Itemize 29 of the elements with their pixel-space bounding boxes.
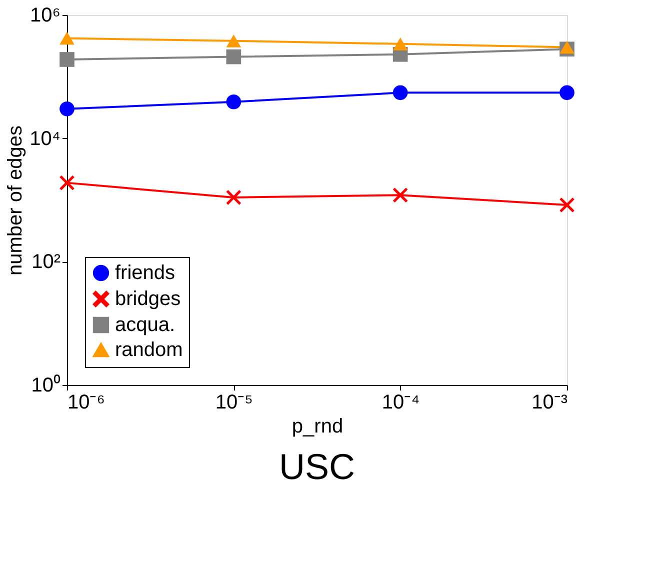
y-tick-label: 10² [32, 251, 61, 274]
point [560, 40, 574, 54]
y-tick-label: 10⁰ [31, 374, 60, 396]
point [226, 190, 242, 205]
y-tick-label: 10⁶ [30, 4, 60, 26]
y-tick-label: 10⁴ [30, 128, 60, 150]
legend-label: friends [115, 262, 176, 284]
point [60, 102, 74, 116]
point [392, 188, 408, 203]
x-tick-label: 10⁻⁴ [382, 392, 420, 414]
point [560, 85, 574, 100]
x-tick-label: 10⁻⁵ [215, 392, 253, 414]
point [60, 32, 74, 45]
x-tick-label: 10⁻³ [532, 392, 568, 414]
point [226, 34, 242, 48]
point [392, 37, 408, 50]
legend-label: random [115, 339, 183, 361]
x-axis-title: p_rnd [292, 416, 344, 438]
text: USC [278, 446, 356, 487]
x-tick-label: 10⁻⁶ [68, 392, 105, 414]
point [226, 49, 242, 64]
y-axis-title: number of edges [4, 125, 27, 276]
legend-label: acqua. [115, 314, 176, 336]
point [60, 175, 74, 190]
legend-label: bridges [115, 288, 181, 310]
point [60, 52, 74, 67]
point [392, 85, 408, 100]
point [226, 94, 242, 110]
point [560, 198, 574, 212]
